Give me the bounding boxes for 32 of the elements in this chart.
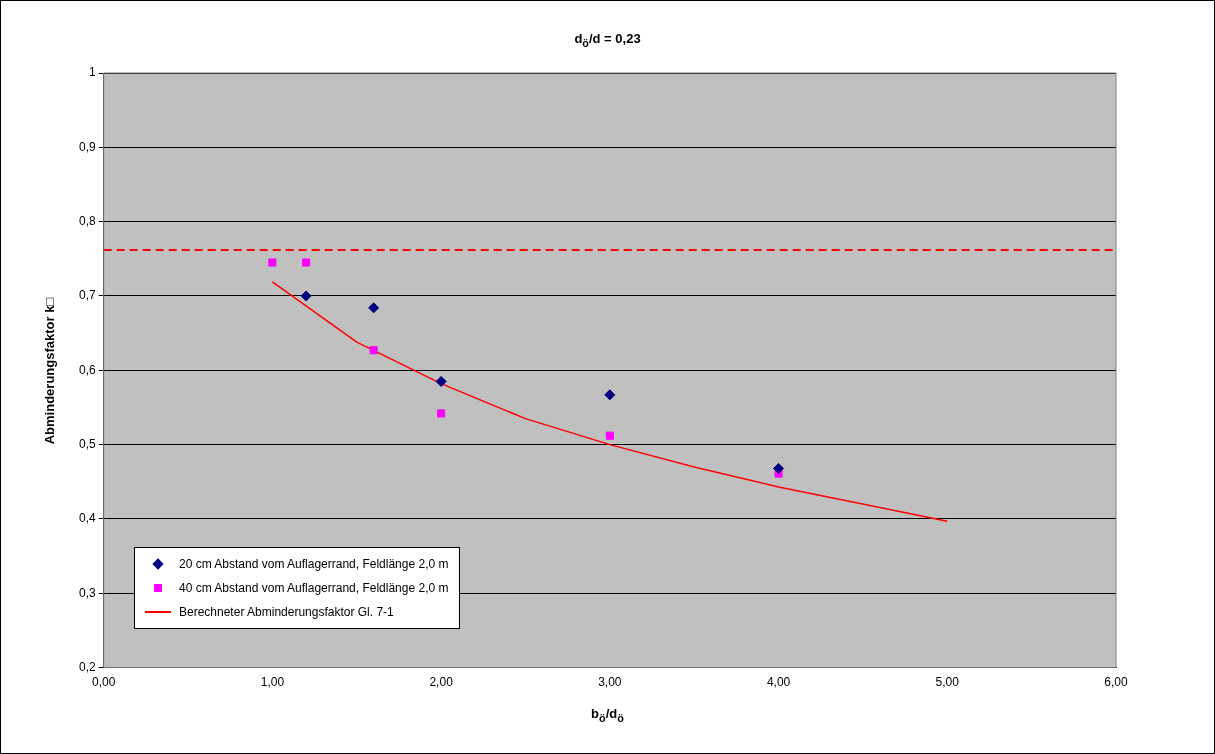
point bbox=[435, 375, 447, 387]
point bbox=[300, 290, 312, 302]
y-tick-label: 0,7 bbox=[78, 288, 96, 303]
point bbox=[268, 258, 277, 267]
x-tick-label: 2,00 bbox=[429, 675, 454, 690]
y-tick-label: 0,4 bbox=[78, 511, 96, 526]
y-tick-label: 0,2 bbox=[78, 659, 96, 674]
x-tick-label: 3,00 bbox=[598, 675, 622, 690]
point bbox=[605, 431, 614, 440]
point bbox=[773, 462, 785, 474]
y-tick-label: 0,5 bbox=[78, 436, 96, 451]
y-tick-label: 0,8 bbox=[78, 213, 96, 228]
legend-label: 40 cm Abstand vom Auflagerrand, Feldlänge 2,0 m bbox=[179, 581, 449, 595]
x-tick-label: 0,00 bbox=[92, 675, 116, 690]
y-tick-label: 0,9 bbox=[78, 139, 96, 154]
legend-label: Berechneter Abminderungsfaktor Gl. 7-1 bbox=[179, 605, 394, 619]
x-tick-label: 4,00 bbox=[766, 675, 791, 690]
x-tick-label: 5,00 bbox=[935, 675, 960, 690]
point bbox=[604, 389, 616, 401]
x-tick-label: 6,00 bbox=[1104, 675, 1128, 690]
y-tick-label: 0,3 bbox=[78, 585, 96, 600]
y-tick-label: 1 bbox=[88, 65, 96, 80]
legend-label: 20 cm Abstand vom Auflagerrand, Feldlänge 2,0 m bbox=[179, 557, 449, 571]
y-tick-label: 0,6 bbox=[78, 362, 96, 377]
x-axis-title: b$_{ö}$/d$_{ö}$ bbox=[590, 706, 625, 724]
point bbox=[302, 258, 311, 267]
y-axis-title: Abminderungsfaktor k□ bbox=[41, 297, 57, 445]
point bbox=[369, 346, 378, 355]
point bbox=[368, 302, 380, 314]
chart-title: d$_{ö}$/d = 0,23 bbox=[573, 31, 642, 49]
point bbox=[437, 409, 446, 418]
x-tick-label: 1,00 bbox=[260, 675, 285, 690]
